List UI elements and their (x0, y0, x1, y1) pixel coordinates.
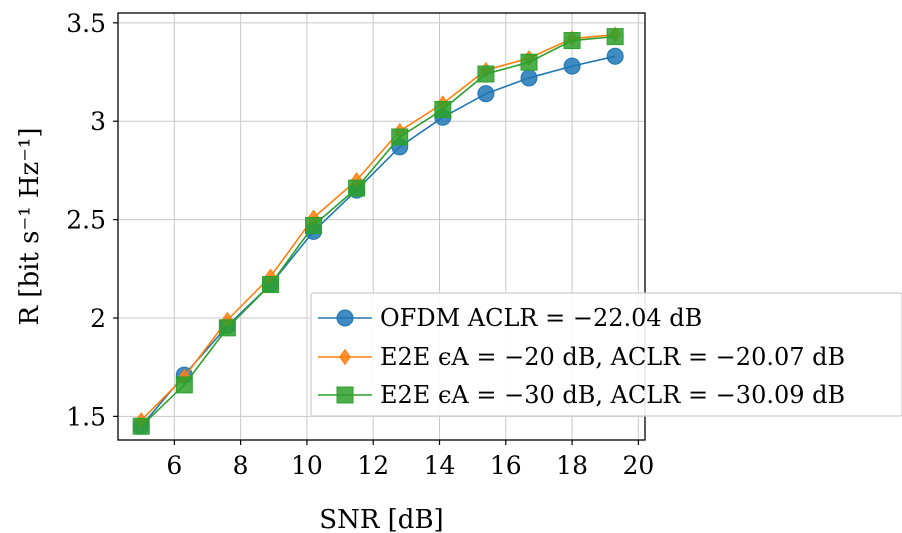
plot-frame (117, 12, 646, 441)
x-tick-label: 20 (622, 451, 654, 480)
data-point (563, 32, 581, 50)
legend-marker (339, 348, 351, 366)
y-tick-label: 3.5 (66, 9, 106, 38)
y-tick-label: 2.5 (66, 206, 106, 235)
x-tick-label: 16 (490, 451, 522, 480)
data-point (348, 179, 366, 197)
x-tick-label: 6 (166, 451, 182, 480)
data-point (520, 53, 538, 71)
x-tick-label: 12 (357, 451, 389, 480)
ticks: 6 8 10 12 14 16 18 20 1.5 2 2.5 3 3.5 (66, 9, 654, 480)
legend: OFDM ACLR = −22.04 dB E2E ϵA = −20 dB, AC… (310, 292, 902, 417)
legend-marker (336, 309, 354, 327)
data-point (175, 376, 193, 394)
legend-box (310, 292, 902, 417)
legend-item: E2E ϵA = −30 dB, ACLR = −30.09 dB (318, 381, 845, 409)
data-point (391, 128, 409, 146)
legend-label: OFDM ACLR = −22.04 dB (380, 304, 702, 332)
legend-item: OFDM ACLR = −22.04 dB (318, 304, 702, 332)
legend-item: E2E ϵA = −20 dB, ACLR = −20.07 dB (318, 343, 845, 371)
data-point (218, 319, 236, 337)
x-tick-label: 8 (233, 451, 249, 480)
y-tick-label: 2 (90, 304, 106, 333)
data-point (477, 65, 495, 83)
data-point (305, 217, 323, 235)
data-point (434, 100, 452, 118)
legend-marker (336, 386, 354, 404)
data-point (261, 276, 279, 294)
data-point (477, 85, 495, 103)
data-point (132, 417, 150, 435)
legend-label: E2E ϵA = −20 dB, ACLR = −20.07 dB (380, 343, 845, 371)
series-square (132, 28, 624, 435)
x-tick-label: 10 (291, 451, 323, 480)
legend-label: E2E ϵA = −30 dB, ACLR = −30.09 dB (380, 381, 845, 409)
x-axis-label: SNR [dB] (319, 505, 443, 533)
data-point (520, 69, 538, 87)
y-tick-label: 3 (90, 107, 106, 136)
y-axis-label: R [bit s⁻¹ Hz⁻¹] (15, 127, 45, 325)
series-layer (132, 26, 624, 435)
data-point (606, 28, 624, 46)
data-point (563, 57, 581, 75)
data-point (606, 47, 624, 65)
y-tick-label: 1.5 (66, 402, 106, 431)
plot-area: 6 8 10 12 14 16 18 20 1.5 2 2.5 3 3.5 (66, 9, 654, 480)
x-tick-label: 18 (556, 451, 588, 480)
x-tick-label: 14 (424, 451, 456, 480)
